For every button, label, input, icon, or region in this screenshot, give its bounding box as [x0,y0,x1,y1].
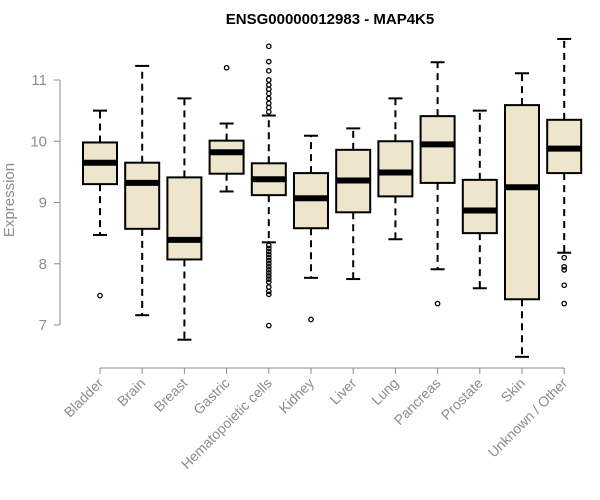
box-5 [293,134,329,323]
outlier-point [265,254,272,261]
outlier-point [265,291,272,298]
box-2 [166,97,203,341]
outlier-point [223,64,230,71]
y-axis: 7 8 9 10 11 [30,72,61,334]
x-tick-label: Bladder [61,375,107,421]
outlier-point [265,67,272,74]
outlier-point [265,43,272,50]
outlier-point [265,322,272,329]
x-tick-label: Brain [114,375,148,409]
box-7 [377,97,414,241]
box-series [82,37,583,358]
outlier-point [265,263,272,270]
box-11 [546,37,583,307]
outlier-point [265,273,272,279]
chart-title: ENSG00000012983 - MAP4K5 [226,11,434,28]
x-tick-label: Liver [327,375,360,408]
box-9 [461,109,498,290]
box-iqr [504,104,540,301]
box-iqr [461,178,498,235]
outlier-point [265,248,272,255]
y-tick-label-9: 9 [39,195,47,212]
outlier-point [561,300,568,307]
y-tick-label-10: 10 [30,133,47,150]
box-iqr [419,115,456,184]
outlier-point [265,257,272,264]
outlier-point [265,242,272,249]
box-8 [419,61,456,307]
outlier-point [265,95,272,102]
outlier-point [265,279,272,285]
outlier-point [265,77,272,83]
outlier-point [265,58,272,65]
outlier-point [265,270,272,276]
outlier-point [265,245,272,252]
outlier-point [265,260,272,267]
box-10 [504,72,540,358]
y-axis-label: Expression [1,163,18,237]
box-iqr [166,176,203,261]
x-tick-label: Skin [498,375,529,406]
outlier-point [265,267,272,273]
box-3 [208,64,245,193]
outlier-point [97,292,103,299]
outlier-point [308,316,314,323]
y-tick-label-8: 8 [39,256,47,273]
x-tick-label: Unknown / Other [485,375,571,461]
x-tick-label: Pancreas [391,375,444,428]
y-tick-label-7: 7 [39,317,47,334]
box-iqr [208,139,245,175]
box-6 [335,127,372,281]
outlier-point [434,300,441,307]
outlier-point [561,263,568,270]
outlier-point [561,254,568,261]
box-iqr [124,161,161,230]
box-1 [124,64,161,317]
y-tick-label-11: 11 [31,72,47,89]
box-0 [82,109,118,299]
outlier-point [561,267,568,273]
outlier-point [561,282,568,289]
x-tick-label: Prostate [438,375,486,423]
x-tick-label: Kidney [276,375,318,417]
x-tick-label: Breast [151,375,191,415]
box-iqr [377,140,414,198]
outlier-point [265,251,272,258]
outlier-point [265,276,272,282]
box-4 [250,43,287,329]
x-tick-label: Lung [368,375,401,408]
